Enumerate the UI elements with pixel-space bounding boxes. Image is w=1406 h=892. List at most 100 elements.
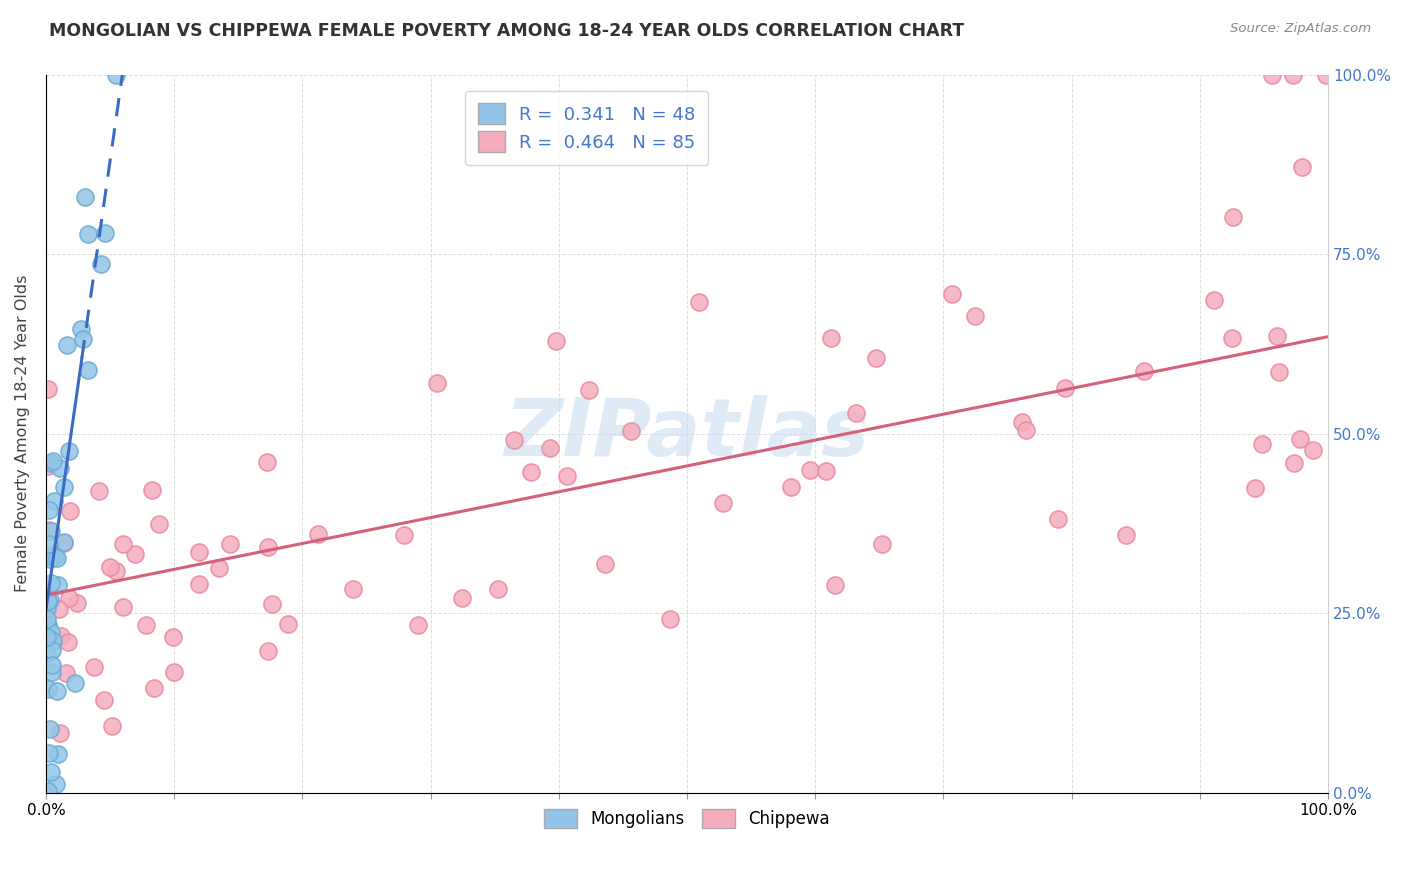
Point — [37, 617, 59, 632]
Point — [39, 592, 62, 607]
Point — [1115, 528, 1137, 542]
Point — [41, 764, 63, 779]
Point — [256, 454, 278, 468]
Point — [425, 376, 447, 390]
Point — [100, 719, 122, 733]
Point — [46, 550, 69, 565]
Point — [37, 681, 59, 696]
Point — [39, 524, 62, 538]
Point — [262, 597, 284, 611]
Point — [41, 453, 63, 467]
Point — [41, 657, 63, 672]
Point — [486, 582, 509, 596]
Point — [865, 351, 887, 365]
Point — [37, 583, 59, 598]
Point — [94, 227, 117, 241]
Text: Source: ZipAtlas.com: Source: ZipAtlas.com — [1230, 22, 1371, 36]
Point — [49, 726, 72, 740]
Point — [37, 593, 59, 607]
Point — [1315, 68, 1337, 82]
Point — [870, 537, 893, 551]
Point — [799, 463, 821, 477]
Point — [208, 561, 231, 575]
Point — [105, 68, 128, 82]
Point — [45, 777, 67, 791]
Point — [1291, 160, 1313, 174]
Point — [55, 666, 77, 681]
Text: MONGOLIAN VS CHIPPEWA FEMALE POVERTY AMONG 18-24 YEAR OLDS CORRELATION CHART: MONGOLIAN VS CHIPPEWA FEMALE POVERTY AMO… — [49, 22, 965, 40]
Point — [941, 287, 963, 301]
Point — [53, 535, 76, 549]
Point — [688, 295, 710, 310]
Text: ZIPatlas: ZIPatlas — [505, 394, 869, 473]
Point — [555, 468, 578, 483]
Point — [1243, 481, 1265, 495]
Point — [83, 660, 105, 674]
Point — [256, 541, 278, 555]
Point — [48, 602, 70, 616]
Point — [162, 630, 184, 644]
Point — [187, 545, 209, 559]
Point — [38, 746, 60, 760]
Point — [1222, 210, 1244, 224]
Point — [1282, 456, 1305, 470]
Point — [578, 383, 600, 397]
Point — [112, 599, 135, 614]
Point — [37, 600, 59, 615]
Y-axis label: Female Poverty Among 18-24 Year Olds: Female Poverty Among 18-24 Year Olds — [15, 275, 30, 592]
Point — [58, 444, 80, 458]
Point — [1265, 329, 1288, 343]
Point — [44, 549, 66, 563]
Point — [450, 591, 472, 605]
Point — [38, 537, 60, 551]
Point — [544, 334, 567, 348]
Point — [820, 331, 842, 345]
Point — [38, 552, 60, 566]
Point — [65, 676, 87, 690]
Point — [815, 464, 838, 478]
Point — [39, 624, 62, 639]
Point — [87, 483, 110, 498]
Point — [406, 617, 429, 632]
Point — [45, 683, 67, 698]
Point — [824, 577, 846, 591]
Point — [49, 629, 72, 643]
Point — [39, 549, 62, 564]
Point — [46, 578, 69, 592]
Point — [135, 618, 157, 632]
Point — [48, 747, 70, 761]
Point — [70, 321, 93, 335]
Point — [711, 496, 734, 510]
Point — [1268, 365, 1291, 379]
Point — [502, 433, 524, 447]
Point — [963, 310, 986, 324]
Point — [277, 617, 299, 632]
Point — [780, 479, 803, 493]
Point — [55, 338, 77, 352]
Point — [58, 591, 80, 606]
Point — [76, 362, 98, 376]
Point — [38, 523, 60, 537]
Point — [111, 537, 134, 551]
Point — [187, 576, 209, 591]
Point — [38, 722, 60, 736]
Point — [37, 382, 59, 396]
Point — [141, 483, 163, 497]
Point — [142, 681, 165, 695]
Legend: Mongolians, Chippewa: Mongolians, Chippewa — [537, 802, 837, 835]
Point — [66, 596, 89, 610]
Point — [1282, 68, 1305, 82]
Point — [41, 665, 63, 680]
Point — [98, 560, 121, 574]
Point — [37, 630, 59, 644]
Point — [53, 480, 76, 494]
Point — [37, 783, 59, 797]
Point — [72, 332, 94, 346]
Point — [49, 461, 72, 475]
Point — [1047, 512, 1070, 526]
Point — [1220, 331, 1243, 345]
Point — [42, 634, 65, 648]
Point — [538, 441, 561, 455]
Point — [1015, 423, 1038, 437]
Point — [124, 547, 146, 561]
